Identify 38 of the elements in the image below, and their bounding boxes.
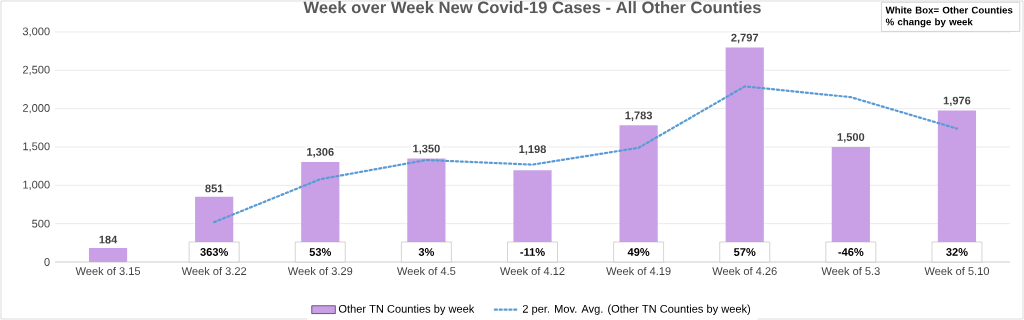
data-label: 1,350: [413, 144, 440, 155]
y-tick-label: 2,000: [22, 104, 50, 114]
x-tick-label: Week of 5.10: [924, 266, 990, 276]
y-tick-label: 1,500: [23, 142, 50, 152]
bar: [88, 247, 128, 262]
data-label: 184: [99, 235, 118, 244]
annotation: -11%: [520, 248, 545, 256]
y-tick-label: 0: [44, 258, 50, 266]
annotation: 49%: [627, 248, 650, 256]
x-tick-label: Week of 4.19: [606, 266, 671, 276]
data-label: 2,797: [731, 33, 759, 44]
annotation: -46%: [838, 248, 864, 256]
annotation: 3%: [418, 248, 435, 256]
chart-title: Week over Week New Covid-19 Cases - All Other Counties: [303, 1, 761, 14]
data-label: 1,783: [625, 111, 653, 121]
annotation: 57%: [734, 248, 756, 256]
text: White Box= Other Counties % change by week: [885, 6, 1013, 28]
x-tick-label: Week of 3.22: [181, 266, 247, 276]
data-label: 1,198: [519, 145, 547, 155]
y-tick-label: 1,000: [23, 180, 50, 190]
x-tick-label: Week of 4.12: [500, 266, 565, 276]
annotation: 32%: [946, 248, 968, 256]
y-tick-label: 3,000: [22, 27, 50, 37]
legend-label: 2 per. Mov. Avg. (Other TN Counties by week): [522, 304, 751, 315]
y-tick-label: 500: [32, 219, 50, 228]
legend-label: Other TN Counties by week: [338, 304, 475, 315]
data-label: 1,500: [837, 133, 865, 143]
data-label: 851: [205, 184, 224, 193]
annotation: 53%: [309, 248, 332, 256]
x-tick-label: Week of 3.15: [75, 266, 141, 276]
x-tick-label: Week of 3.29: [287, 266, 353, 276]
y-tick-label: 2,500: [22, 65, 50, 75]
data-label: 1,306: [307, 148, 334, 158]
annotation: 363%: [200, 248, 229, 256]
x-tick-label: Week of 4.5: [397, 266, 456, 276]
x-tick-label: Week of 4.26: [712, 266, 777, 276]
data-label: 1,976: [943, 96, 971, 107]
x-tick-label: Week of 5.3: [821, 266, 880, 276]
